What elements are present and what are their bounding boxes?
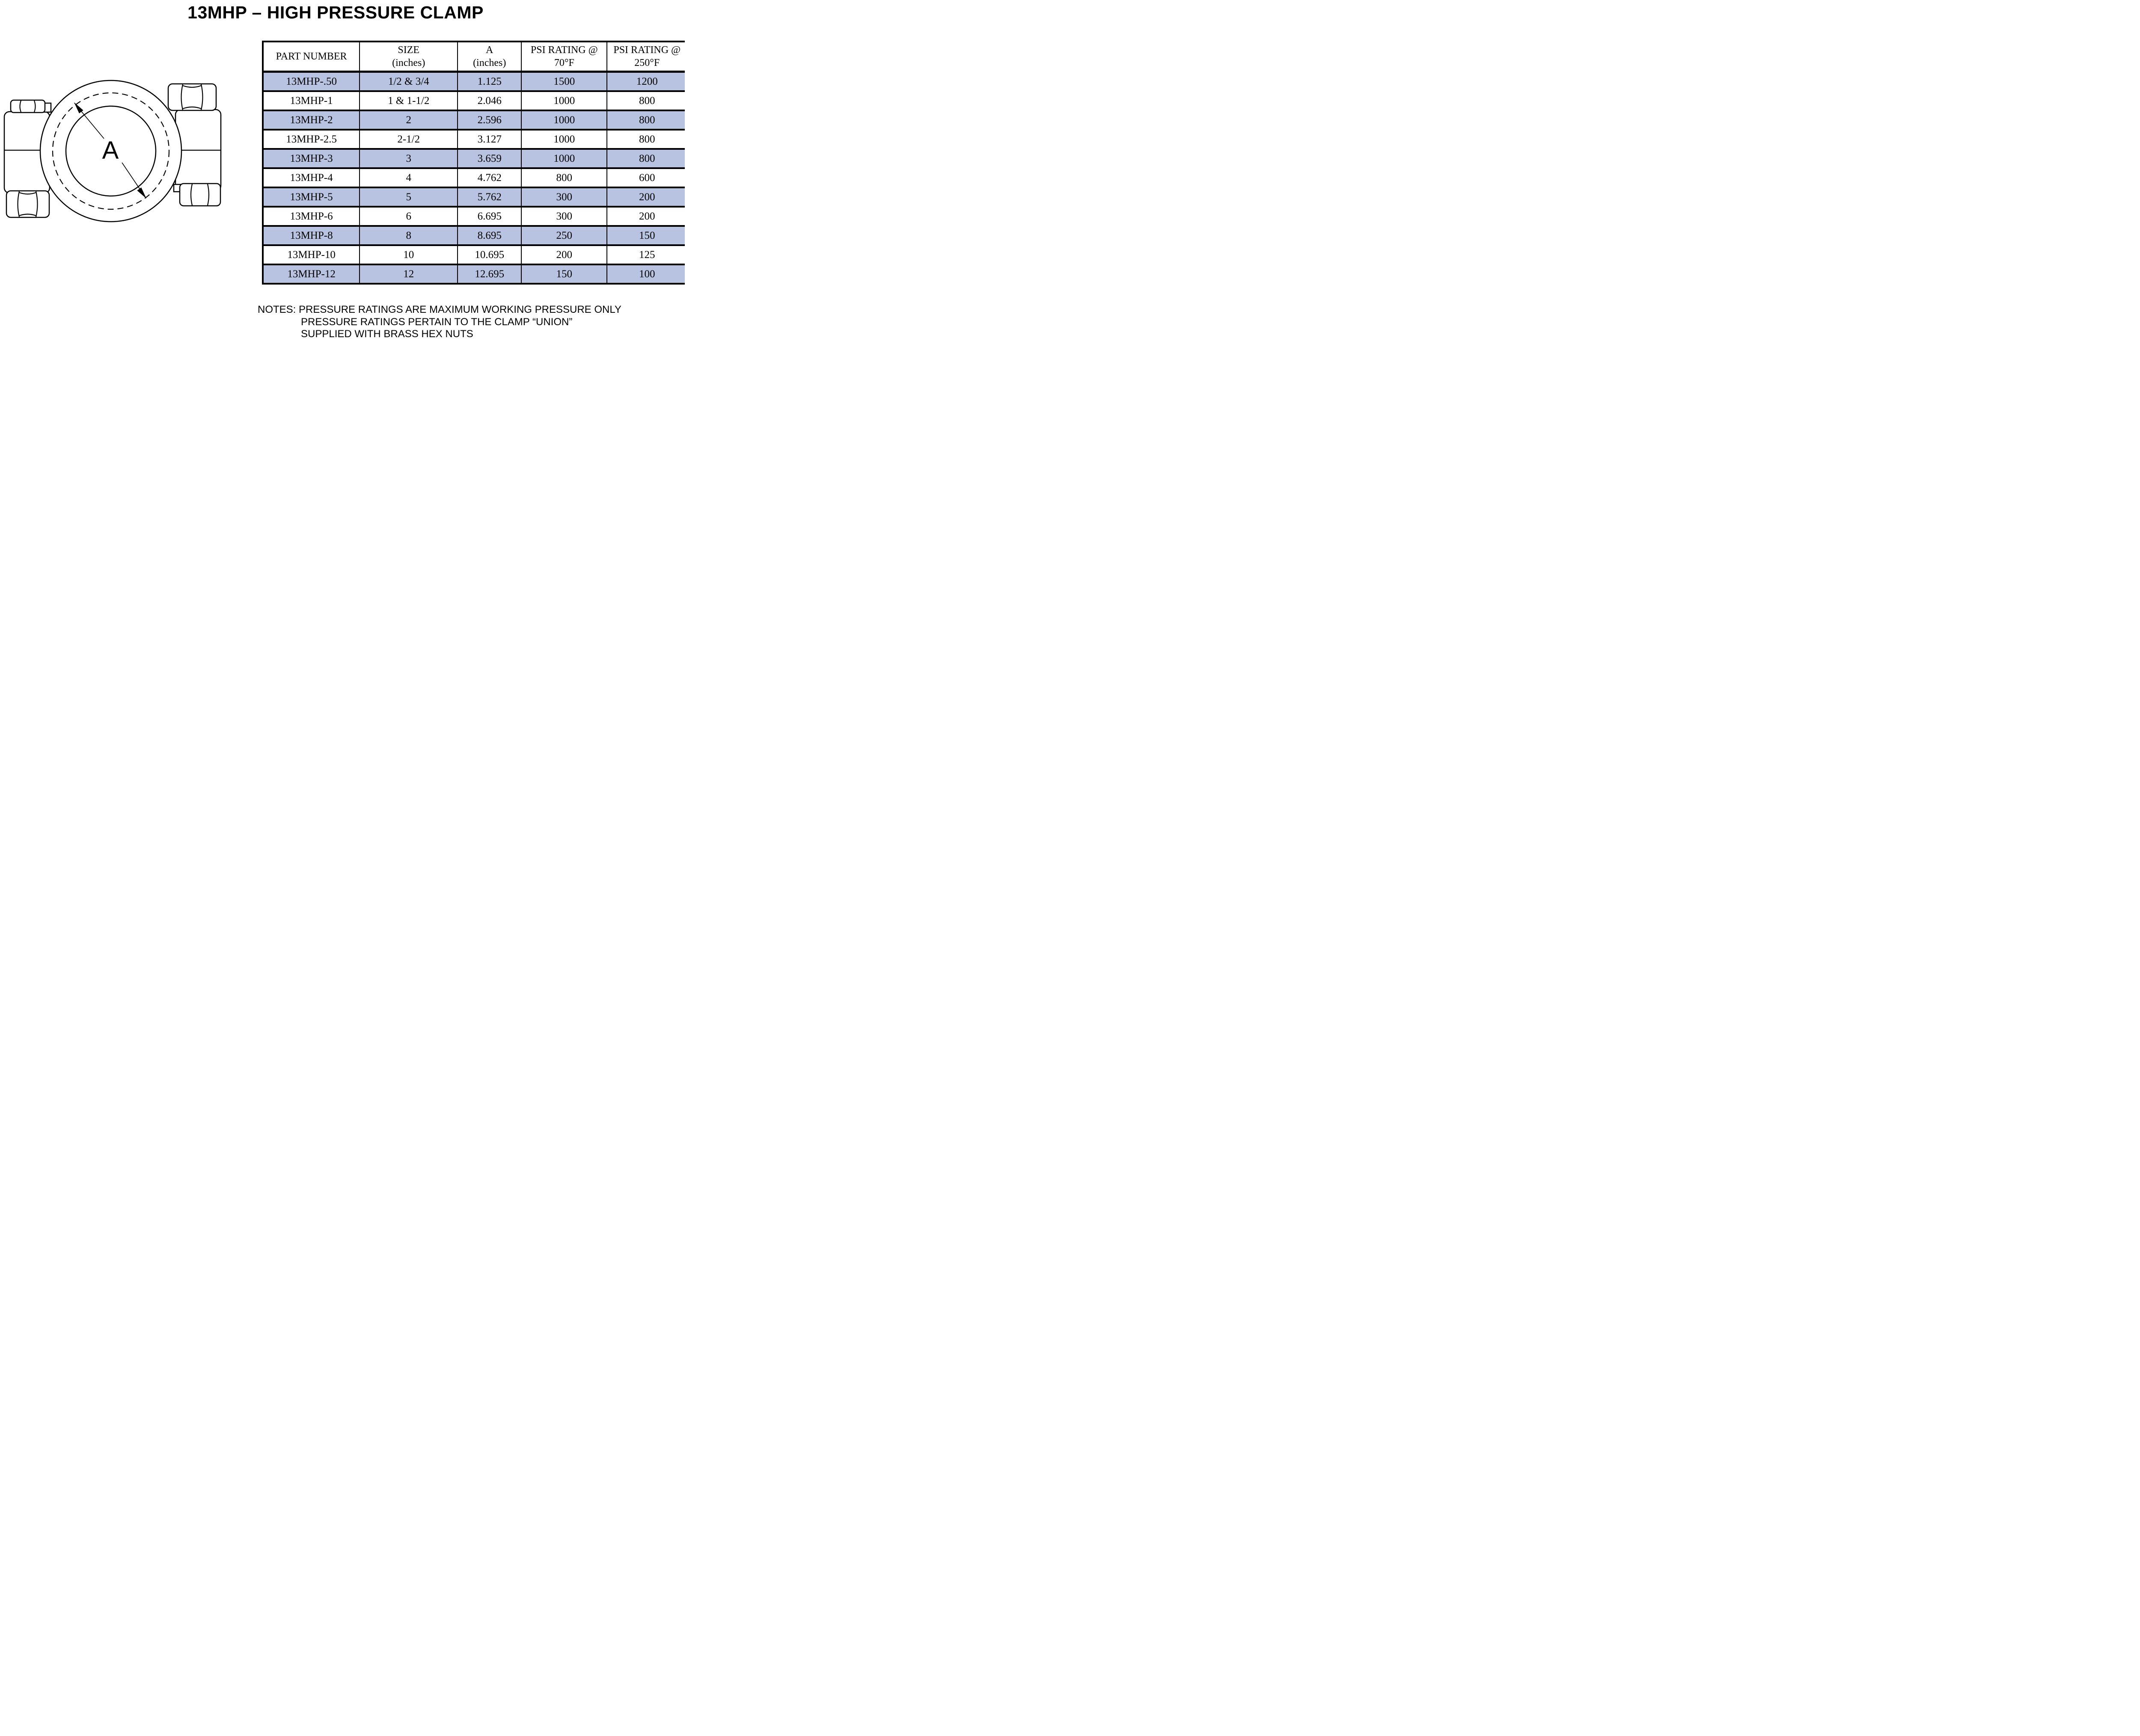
a-dimension-cell: 3.659 xyxy=(457,148,522,169)
psi-70-cell: 200 xyxy=(521,244,608,265)
part-number-cell: 13MHP-3 xyxy=(262,148,360,169)
psi-70-cell: 1000 xyxy=(521,148,608,169)
hex-nut-bottom-left-icon xyxy=(6,190,50,218)
size-cell: 2 xyxy=(359,110,458,131)
a-dimension-cell: 1.125 xyxy=(457,71,522,92)
psi-70-cell: 1000 xyxy=(521,90,608,111)
psi-250-cell: 800 xyxy=(606,148,685,169)
table-row: 13MHP-.50 1/2 & 3/4 1.125 1500 1200 xyxy=(262,71,685,92)
psi-250-cell: 1200 xyxy=(606,71,685,92)
psi-70-cell: 300 xyxy=(521,206,608,227)
psi-70-cell: 1000 xyxy=(521,129,608,150)
table-row: 13MHP-6 6 6.695 300 200 xyxy=(262,206,685,227)
a-dimension-cell: 3.127 xyxy=(457,129,522,150)
note-line-3: SUPPLIED WITH BRASS HEX NUTS xyxy=(301,328,473,340)
header-row: PART NUMBER SIZE (inches) A (inches) PSI R… xyxy=(262,41,685,73)
psi-250-cell: 100 xyxy=(606,264,685,285)
a-dimension-cell: 8.695 xyxy=(457,225,522,246)
note-line-2: PRESSURE RATINGS PERTAIN TO THE CLAMP “U… xyxy=(301,316,573,328)
psi-250-cell: 200 xyxy=(606,206,685,227)
part-number-cell: 13MHP-2 xyxy=(262,110,360,131)
part-number-cell: 13MHP-5 xyxy=(262,187,360,208)
part-number-cell: 13MHP-4 xyxy=(262,167,360,188)
psi-250-cell: 800 xyxy=(606,129,685,150)
part-number-cell: 13MHP-.50 xyxy=(262,71,360,92)
size-cell: 2-1/2 xyxy=(359,129,458,150)
notes-block: NOTES: PRESSURE RATINGS ARE MAXIMUM WORK… xyxy=(258,304,621,341)
size-cell: 1/2 & 3/4 xyxy=(359,71,458,92)
a-dimension-cell: 10.695 xyxy=(457,244,522,265)
pressure-rating-table: PART NUMBER SIZE (inches) A (inches) PSI R… xyxy=(262,41,685,285)
clamp-right-body xyxy=(173,109,222,193)
size-cell: 8 xyxy=(359,225,458,246)
table-row: 13MHP-2.5 2-1/2 3.127 1000 800 xyxy=(262,129,685,150)
note-line-1: NOTES: PRESSURE RATINGS ARE MAXIMUM WORK… xyxy=(258,304,621,315)
table-row: 13MHP-3 3 3.659 1000 800 xyxy=(262,148,685,169)
psi-70-cell: 300 xyxy=(521,187,608,208)
size-cell: 4 xyxy=(359,167,458,188)
a-dimension-cell: 2.596 xyxy=(457,110,522,131)
psi-250-cell: 600 xyxy=(606,167,685,188)
size-cell: 5 xyxy=(359,187,458,208)
column-header-psi-70: PSI RATING @70°F xyxy=(521,41,608,73)
a-dimension-cell: 12.695 xyxy=(457,264,522,285)
hex-nut-top-left-icon xyxy=(10,99,46,113)
a-dimension-cell: 4.762 xyxy=(457,167,522,188)
datasheet-page: 13MHP – HIGH PRESSURE CLAMP xyxy=(0,0,685,347)
a-dimension-cell: 5.762 xyxy=(457,187,522,208)
a-dimension-cell: 2.046 xyxy=(457,90,522,111)
size-cell: 12 xyxy=(359,264,458,285)
a-dimension-cell: 6.695 xyxy=(457,206,522,227)
size-cell: 6 xyxy=(359,206,458,227)
column-header-size: SIZE (inches) xyxy=(359,41,458,73)
part-number-cell: 13MHP-1 xyxy=(262,90,360,111)
column-header-psi-250: PSI RATING @250°F xyxy=(606,41,685,73)
hex-nut-bottom-right-icon xyxy=(179,183,221,207)
diameter-dimension-arrow xyxy=(74,102,146,199)
clamp-bore-circle xyxy=(65,105,157,197)
psi-250-cell: 150 xyxy=(606,225,685,246)
psi-70-cell: 1000 xyxy=(521,110,608,131)
clamp-gasket-dashed-circle xyxy=(52,92,170,210)
size-cell: 10 xyxy=(359,244,458,265)
psi-70-cell: 800 xyxy=(521,167,608,188)
part-number-cell: 13MHP-10 xyxy=(262,244,360,265)
part-number-cell: 13MHP-12 xyxy=(262,264,360,285)
part-number-cell: 13MHP-8 xyxy=(262,225,360,246)
table-row: 13MHP-4 4 4.762 800 600 xyxy=(262,167,685,188)
psi-70-cell: 1500 xyxy=(521,71,608,92)
page-title: 13MHP – HIGH PRESSURE CLAMP xyxy=(187,3,484,22)
part-number-cell: 13MHP-2.5 xyxy=(262,129,360,150)
psi-250-cell: 800 xyxy=(606,90,685,111)
part-number-cell: 13MHP-6 xyxy=(262,206,360,227)
table-row: 13MHP-1 1 & 1-1/2 2.046 1000 800 xyxy=(262,90,685,111)
hex-nut-top-right-icon xyxy=(167,83,217,111)
size-cell: 1 & 1-1/2 xyxy=(359,90,458,111)
column-header-a-dimension: A (inches) xyxy=(457,41,522,73)
clamp-drawing: A xyxy=(3,80,222,223)
column-header-part-number: PART NUMBER xyxy=(262,41,360,73)
psi-70-cell: 150 xyxy=(521,264,608,285)
psi-250-cell: 200 xyxy=(606,187,685,208)
table-row: 13MHP-5 5 5.762 300 200 xyxy=(262,187,685,208)
size-cell: 3 xyxy=(359,148,458,169)
table-row: 13MHP-10 10 10.695 200 125 xyxy=(262,244,685,265)
diameter-label: A xyxy=(102,137,119,164)
psi-250-cell: 800 xyxy=(606,110,685,131)
table-row: 13MHP-8 8 8.695 250 150 xyxy=(262,225,685,246)
psi-250-cell: 125 xyxy=(606,244,685,265)
table-row: 13MHP-2 2 2.596 1000 800 xyxy=(262,110,685,131)
psi-70-cell: 250 xyxy=(521,225,608,246)
table-row: 13MHP-12 12 12.695 150 100 xyxy=(262,264,685,285)
